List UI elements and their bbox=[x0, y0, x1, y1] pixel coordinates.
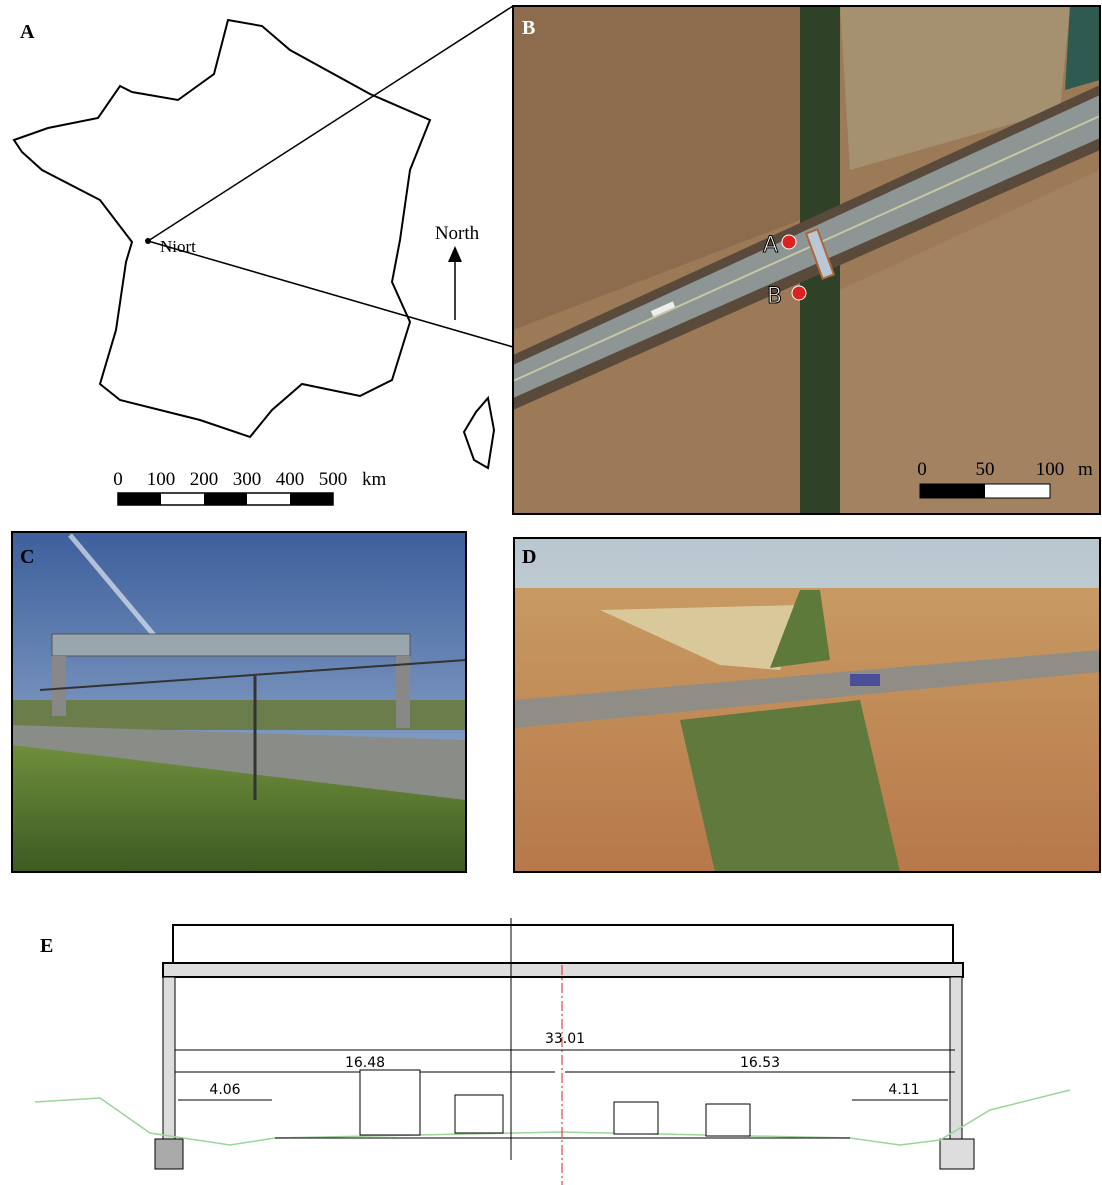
car bbox=[614, 1102, 658, 1134]
figure: A Niort North 0 100 200 300 400 500 km bbox=[0, 0, 1102, 1185]
scale-label: 200 bbox=[190, 469, 219, 490]
scale-label: 50 bbox=[976, 459, 995, 480]
corsica-outline bbox=[464, 398, 494, 468]
car bbox=[706, 1104, 750, 1136]
deck bbox=[173, 925, 953, 963]
north-arrowhead bbox=[448, 246, 462, 262]
pillar bbox=[950, 977, 962, 1139]
scale-label: 0 bbox=[113, 469, 123, 490]
overpass bbox=[52, 634, 410, 656]
zoom-line bbox=[148, 6, 513, 241]
scale-label: 500 bbox=[319, 469, 348, 490]
footing bbox=[155, 1139, 183, 1169]
panel-b: A B B 0 50 100 m bbox=[513, 6, 1100, 514]
scale-unit: m bbox=[1078, 459, 1093, 480]
panel-label: E bbox=[40, 935, 53, 957]
pillar bbox=[163, 977, 175, 1139]
dimension-label: 4.11 bbox=[888, 1082, 919, 1098]
scale-label: 100 bbox=[1036, 459, 1065, 480]
scale-label: 400 bbox=[276, 469, 305, 490]
dimension-label: 16.48 bbox=[345, 1055, 385, 1071]
pillar bbox=[396, 656, 410, 728]
dimension-label: 16.53 bbox=[740, 1055, 780, 1071]
site-label: A bbox=[763, 233, 778, 258]
ground-profile bbox=[35, 1090, 1070, 1145]
beam bbox=[163, 963, 963, 977]
scale-segment bbox=[204, 493, 247, 505]
scale-label: 300 bbox=[233, 469, 262, 490]
panel-label: C bbox=[20, 546, 34, 568]
pillar bbox=[52, 656, 66, 716]
scale-unit: km bbox=[362, 469, 387, 490]
footing bbox=[940, 1139, 974, 1169]
scale-segment bbox=[118, 493, 161, 505]
scale-label: 100 bbox=[147, 469, 176, 490]
scale-label: 0 bbox=[917, 459, 927, 480]
panel-label: B bbox=[522, 17, 535, 39]
panel-c: C bbox=[12, 532, 466, 872]
scale-bar: 0 100 200 300 400 500 km bbox=[113, 469, 386, 505]
scale-segment bbox=[920, 484, 985, 498]
dimension-label: 4.06 bbox=[209, 1082, 240, 1098]
site-a bbox=[782, 235, 796, 249]
truck bbox=[360, 1070, 420, 1135]
dimension-label: 33.01 bbox=[545, 1031, 585, 1047]
site-b bbox=[792, 286, 806, 300]
panel-label: A bbox=[20, 21, 35, 43]
panel-a: A Niort North 0 100 200 300 400 500 km bbox=[14, 6, 513, 505]
car bbox=[455, 1095, 503, 1133]
panel-label: D bbox=[522, 546, 536, 568]
site-label: B bbox=[767, 284, 782, 309]
panel-d: D bbox=[514, 538, 1100, 872]
north-label: North bbox=[435, 223, 480, 244]
scale-segment bbox=[290, 493, 333, 505]
panel-e: E 33.01 16.48 16.53 4.06 4.11 bbox=[35, 918, 1070, 1185]
truck bbox=[850, 674, 880, 686]
france-outline bbox=[14, 20, 430, 437]
pond bbox=[1065, 6, 1100, 90]
